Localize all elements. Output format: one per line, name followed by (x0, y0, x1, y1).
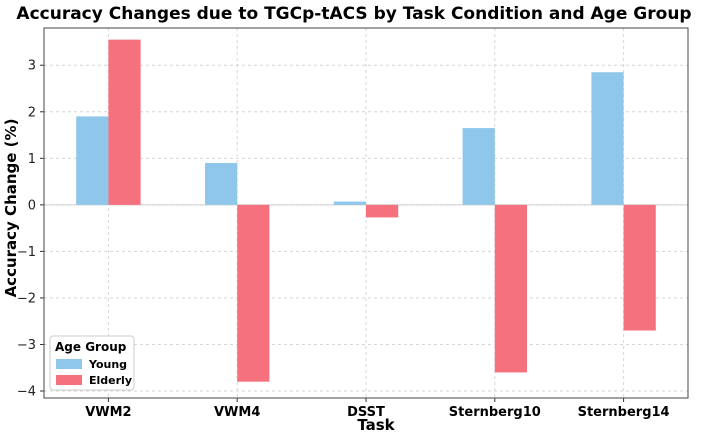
y-axis-label: Accuracy Change (%) (2, 119, 20, 298)
y-tick-label: 2 (28, 105, 36, 120)
plot-frame (43, 27, 689, 399)
legend-swatch-young (56, 359, 82, 369)
bar-elderly-sternberg14 (623, 204, 656, 331)
x-axis-label: Task (357, 416, 395, 434)
y-tick-label: −1 (17, 245, 36, 260)
bar-young-vwm4 (205, 162, 238, 205)
x-tick-label: DSST (347, 405, 385, 420)
bar-young-sternberg14 (591, 72, 624, 205)
legend: Age Group Young Elderly (49, 335, 135, 391)
y-tick-label: −3 (17, 338, 36, 353)
bars (76, 39, 656, 382)
bar-young-sternberg10 (462, 128, 495, 205)
chart-title: Accuracy Changes due to TGCp-tACS by Tas… (16, 4, 691, 24)
bar-elderly-dsst (366, 204, 399, 218)
x-tick-label: Sternberg10 (449, 405, 541, 420)
y-tick-label: 1 (28, 152, 36, 167)
bar-young-dsst (333, 201, 366, 205)
x-tick-label: VWM2 (85, 405, 131, 420)
bar-elderly-sternberg10 (494, 204, 527, 373)
x-tick-label: VWM4 (214, 405, 260, 420)
bar-young-vwm2 (76, 116, 109, 205)
legend-swatch-elderly (56, 375, 82, 385)
y-tick-label: −2 (17, 291, 36, 306)
legend-label-young: Young (88, 358, 127, 371)
y-tick-label: 0 (28, 198, 36, 213)
legend-label-elderly: Elderly (89, 374, 132, 387)
y-tick-label: 3 (28, 59, 36, 74)
legend-title: Age Group (55, 340, 127, 354)
y-tick-label: −4 (17, 385, 36, 400)
x-tick-label: Sternberg14 (578, 405, 670, 420)
bar-elderly-vwm2 (108, 39, 141, 205)
axes: −4 −3 −2 −1 0 1 2 3 VWM2 VWM4 DSST Sternberg10 Stern… (17, 27, 689, 420)
bar-elderly-vwm4 (237, 204, 270, 382)
